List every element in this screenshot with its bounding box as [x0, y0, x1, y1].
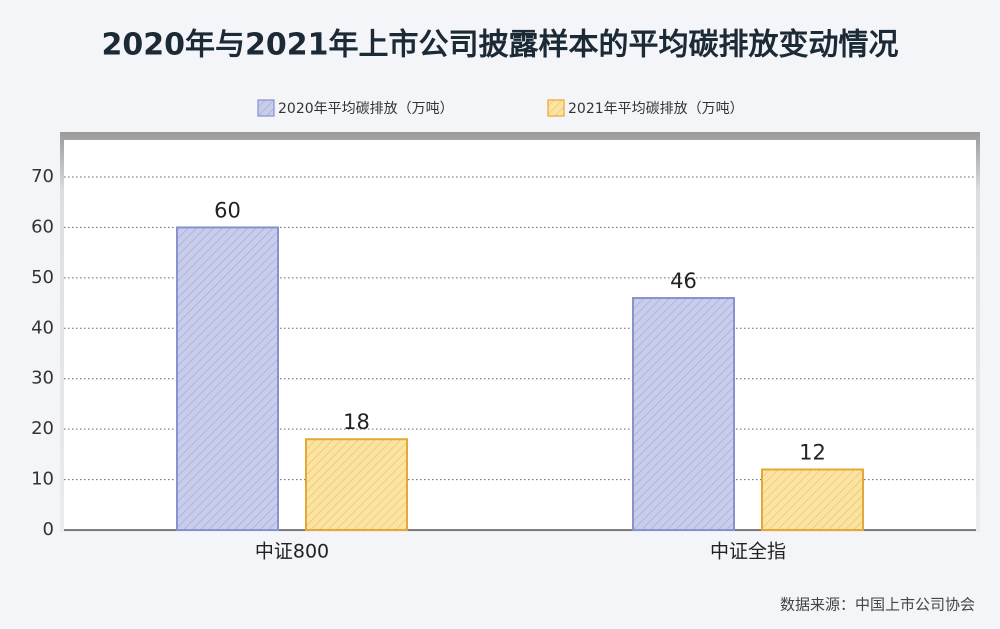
- y-tick-label: 70: [31, 166, 54, 187]
- legend-label: 2020年平均碳排放（万吨）: [278, 101, 454, 117]
- value-label: 46: [670, 269, 697, 293]
- bar: [305, 438, 408, 532]
- chart-title: 2020年与2021年上市公司披露样本的平均碳排放变动情况: [102, 28, 899, 63]
- bar: [761, 468, 864, 532]
- x-tick-label: 中证800: [255, 541, 329, 563]
- y-tick-label: 60: [31, 216, 54, 237]
- legend-swatch: [547, 99, 565, 117]
- y-tick-label: 50: [31, 267, 54, 288]
- bar: [176, 226, 279, 532]
- value-label: 60: [214, 198, 241, 222]
- y-tick-label: 40: [31, 317, 54, 338]
- legend-swatch: [257, 99, 275, 117]
- bar: [632, 297, 735, 531]
- value-label: 18: [343, 410, 370, 434]
- y-tick-label: 30: [31, 368, 54, 389]
- legend-label: 2021年平均碳排放（万吨）: [568, 101, 744, 117]
- y-tick-label: 0: [43, 519, 54, 540]
- x-tick-label: 中证全指: [710, 541, 786, 563]
- source-note: 数据来源：中国上市公司协会: [780, 596, 975, 614]
- y-tick-label: 20: [31, 418, 54, 439]
- y-tick-label: 10: [31, 469, 54, 490]
- value-label: 12: [799, 440, 826, 464]
